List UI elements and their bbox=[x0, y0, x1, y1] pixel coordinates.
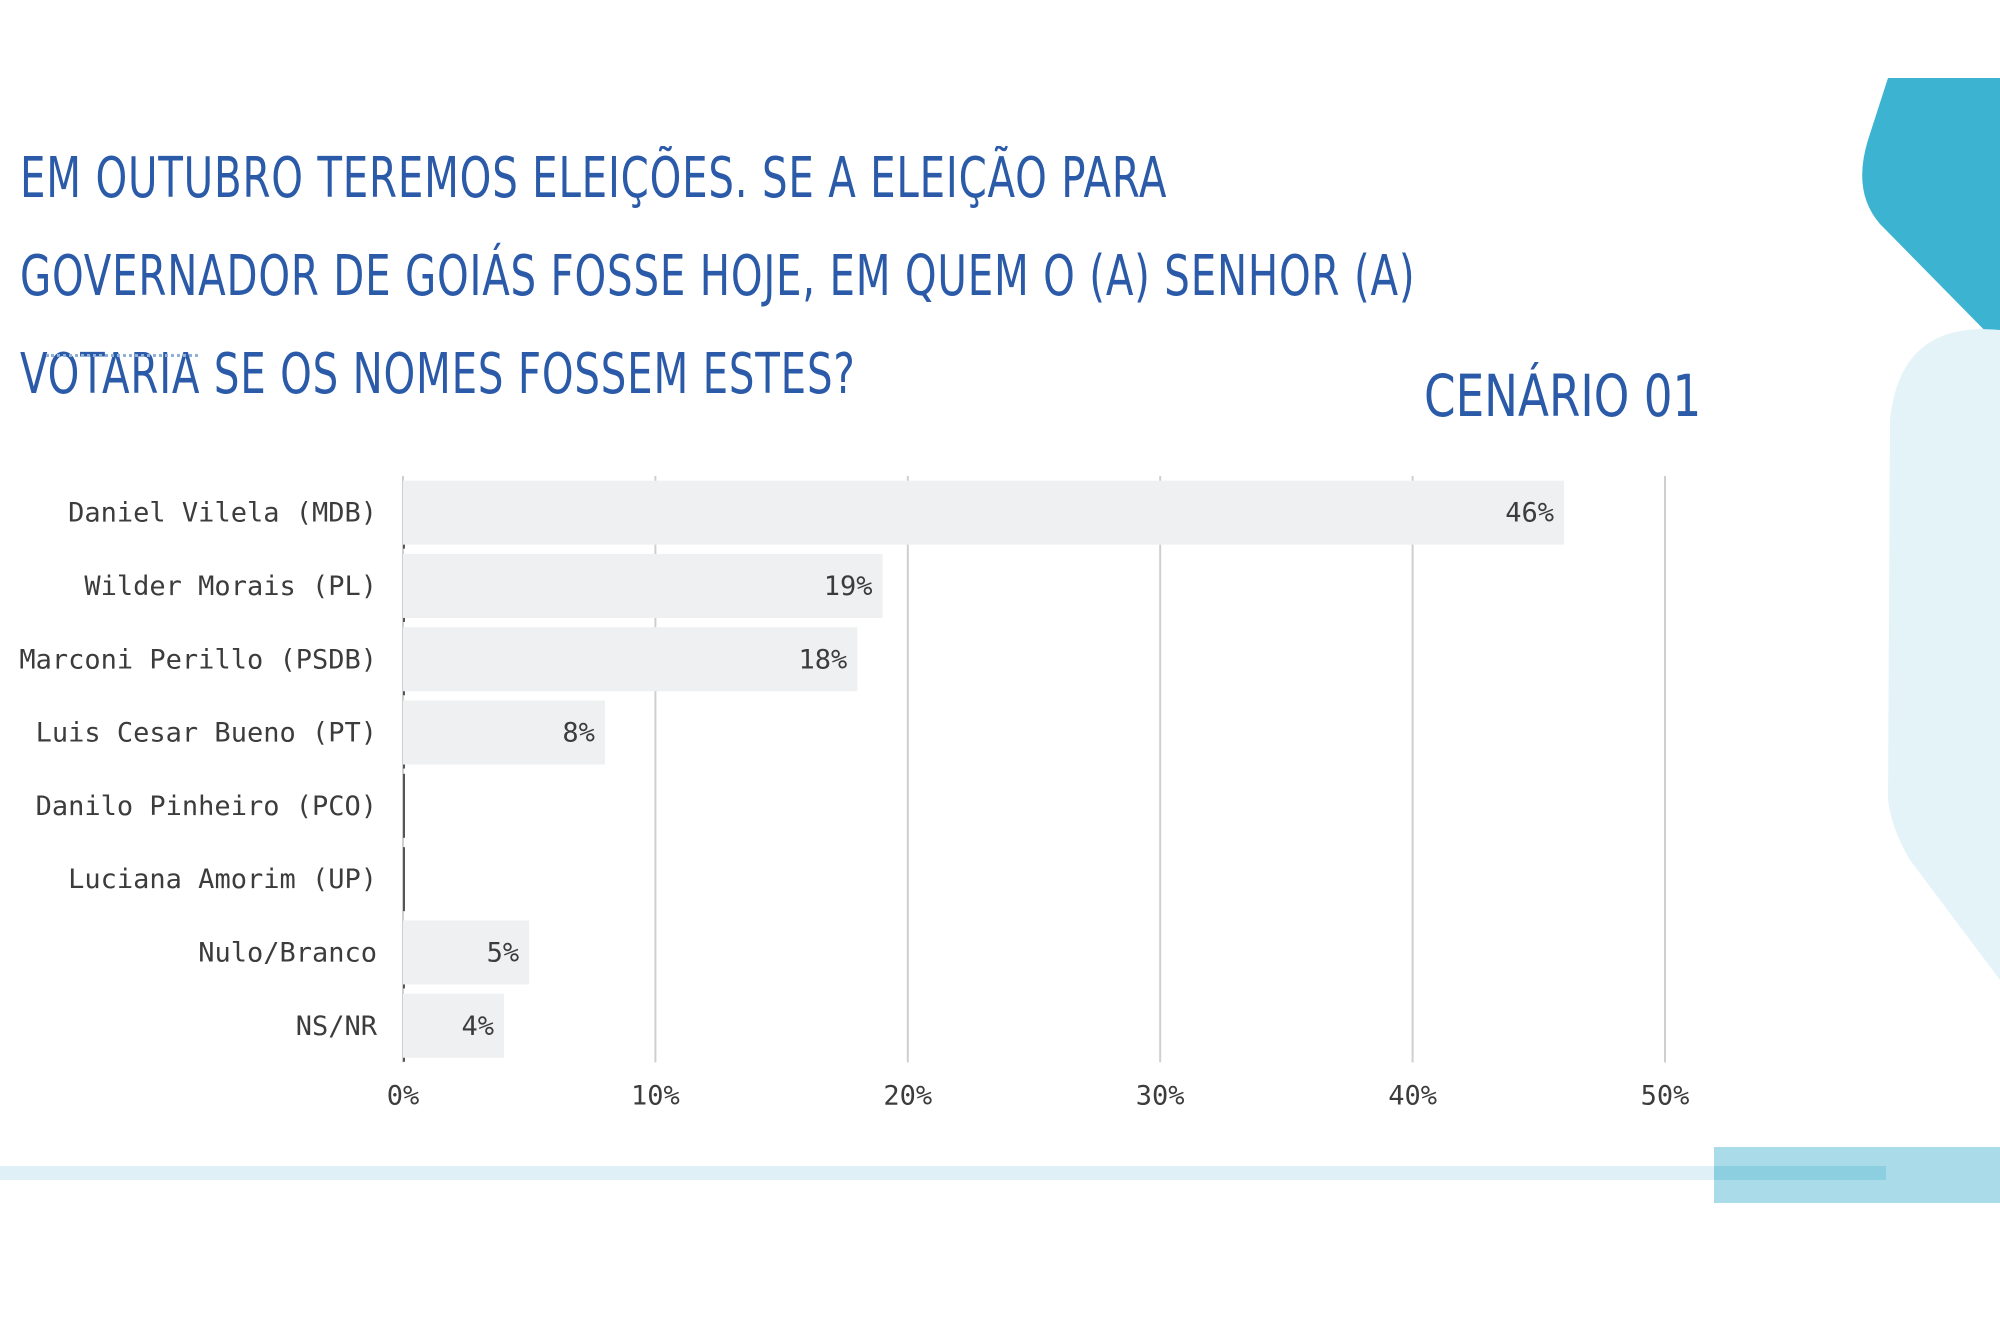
data-label: 4% bbox=[461, 1011, 494, 1042]
category-label: Luciana Amorim (UP) bbox=[68, 864, 377, 895]
x-axis-ticks: 0% 10% 20% 30% 40% 50% bbox=[387, 1080, 1690, 1111]
category-label: Nulo/Branco bbox=[198, 937, 377, 968]
teal-corner-shape bbox=[1862, 78, 2000, 346]
data-label: 18% bbox=[799, 644, 848, 675]
bar bbox=[403, 700, 605, 765]
bar bbox=[403, 920, 530, 985]
bar bbox=[403, 627, 858, 692]
x-tick-label: 50% bbox=[1641, 1080, 1690, 1111]
bar bbox=[403, 993, 504, 1058]
footer-band bbox=[0, 1166, 2000, 1180]
light-blue-side-shape bbox=[1888, 329, 2000, 980]
category-labels: Daniel Vilela (MDB) Wilder Morais (PL) Mar… bbox=[19, 498, 377, 1042]
bar bbox=[403, 553, 883, 618]
category-label: Marconi Perillo (PSDB) bbox=[19, 644, 377, 675]
data-label: 46% bbox=[1505, 498, 1554, 529]
bars bbox=[403, 480, 1565, 1062]
category-label: Wilder Morais (PL) bbox=[84, 571, 377, 602]
x-tick-label: 10% bbox=[631, 1080, 680, 1111]
data-label: 19% bbox=[824, 571, 873, 602]
category-label: Daniel Vilela (MDB) bbox=[68, 498, 377, 529]
title-underline bbox=[46, 354, 198, 357]
x-tick-label: 20% bbox=[883, 1080, 932, 1111]
category-label: NS/NR bbox=[296, 1011, 378, 1042]
chart-title: Em outubro teremos eleições. Se a eleiçã… bbox=[20, 146, 1416, 407]
x-tick-label: 0% bbox=[387, 1080, 420, 1111]
data-label: 8% bbox=[562, 718, 595, 749]
category-label: Luis Cesar Bueno (PT) bbox=[36, 718, 377, 749]
x-tick-label: 30% bbox=[1136, 1080, 1185, 1111]
x-tick-label: 40% bbox=[1388, 1080, 1437, 1111]
bar bbox=[403, 480, 1565, 545]
category-label: Danilo Pinheiro (PCO) bbox=[36, 791, 377, 822]
footer-accent-line bbox=[1714, 1166, 1886, 1180]
data-labels: 46% 19% 18% 8% 5% 4% bbox=[461, 498, 1554, 1042]
data-label: 5% bbox=[487, 937, 520, 968]
